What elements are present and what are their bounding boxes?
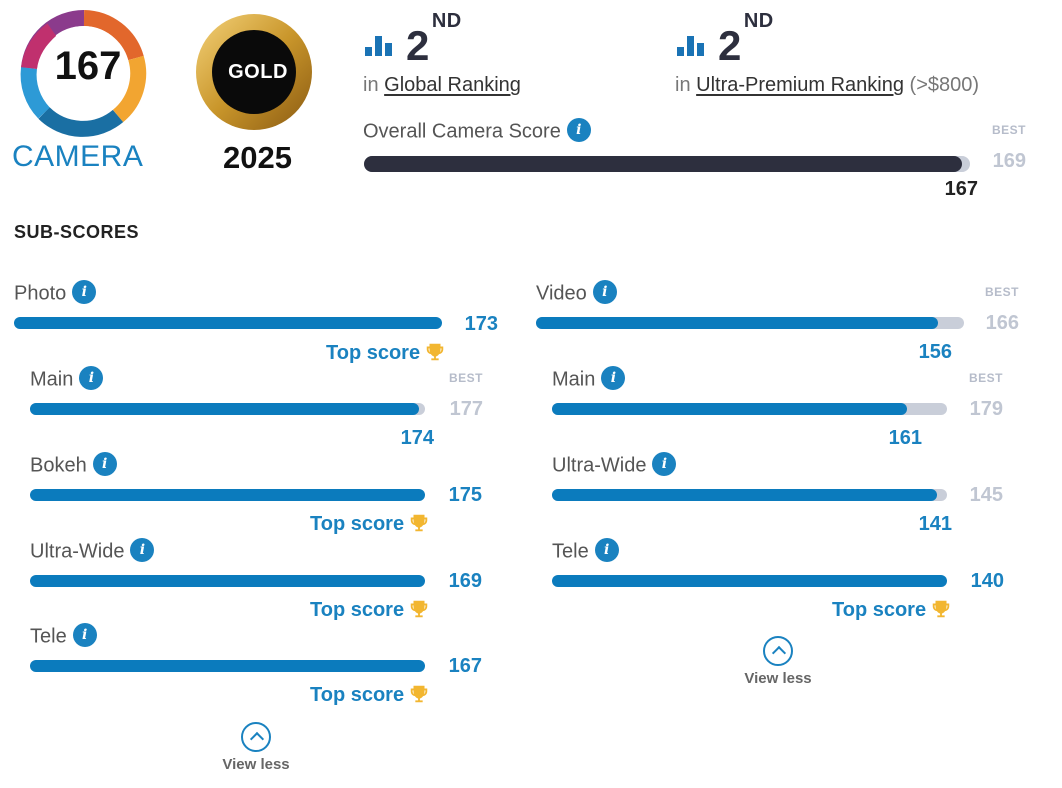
camera-category-label: CAMERA	[12, 140, 144, 173]
photo-label: Photo i	[14, 280, 97, 306]
info-icon[interactable]: i	[92, 452, 117, 476]
video-label: Video i	[536, 280, 617, 306]
photo-bokeh-label: Bokeh i	[30, 452, 117, 478]
trophy-icon	[410, 514, 428, 531]
overall-score-label: Overall Camera Score i	[363, 118, 591, 144]
photo-ultrawide-top-score: Top score	[310, 599, 430, 622]
premium-ranking-caption: in Ultra-Premium Ranking (>$800)	[675, 74, 980, 96]
chevron-up-icon	[763, 636, 793, 666]
photo-main-label: Main i	[30, 366, 104, 392]
info-icon[interactable]: i	[79, 366, 104, 390]
trophy-icon	[932, 600, 950, 617]
gold-award-badge	[196, 14, 312, 130]
video-view-less-button[interactable]: View less	[728, 636, 828, 687]
ranking-chart-icon	[365, 34, 395, 56]
info-icon[interactable]: i	[652, 452, 677, 476]
best-tag: BEST	[968, 371, 1003, 385]
video-main-label: Main i	[552, 366, 626, 392]
global-ranking-caption: in Global Ranking	[363, 74, 521, 96]
info-icon[interactable]: i	[594, 538, 619, 562]
overall-best-score: 169	[992, 150, 1026, 172]
video-tele-label: Tele i	[552, 538, 619, 564]
award-year: 2025	[223, 140, 292, 175]
video-main-score-bar	[552, 403, 947, 415]
camera-score-badge	[20, 9, 147, 137]
video-score-bar	[536, 317, 964, 329]
sub-scores-heading: SUB-SCORES	[14, 222, 140, 242]
photo-top-score: Top score	[326, 342, 446, 365]
trophy-icon	[426, 343, 444, 360]
chevron-up-icon	[241, 722, 271, 752]
photo-main-score-bar	[30, 403, 425, 415]
overall-score-bar	[364, 156, 970, 172]
info-icon[interactable]: i	[72, 280, 97, 304]
video-ultrawide-score-value: 141	[918, 513, 952, 535]
photo-ultrawide-score-bar	[30, 575, 425, 587]
premium-rank: 2ND	[718, 10, 774, 69]
photo-tele-label: Tele i	[30, 623, 97, 649]
global-rank: 2ND	[406, 10, 462, 69]
best-tag: BEST	[991, 123, 1026, 137]
video-tele-score-bar	[552, 575, 947, 587]
info-icon[interactable]: i	[72, 623, 97, 647]
photo-score-value: 173	[464, 313, 498, 335]
video-main-score-value: 161	[888, 427, 922, 449]
best-tag: BEST	[448, 371, 483, 385]
trophy-icon	[410, 685, 428, 702]
global-ranking-link[interactable]: Global Ranking	[384, 74, 521, 96]
camera-score: 167	[54, 44, 122, 88]
photo-tele-top-score: Top score	[310, 684, 430, 707]
video-ultrawide-best-score: 145	[969, 484, 1003, 506]
video-main-best-score: 179	[969, 398, 1003, 420]
photo-score-bar	[14, 317, 442, 329]
video-tele-score-value: 140	[970, 570, 1004, 592]
premium-ranking-link[interactable]: Ultra-Premium Ranking	[696, 74, 904, 96]
video-ultrawide-score-bar	[552, 489, 947, 501]
overall-score-value: 167	[944, 178, 978, 200]
photo-ultrawide-score-value: 169	[448, 570, 482, 592]
photo-tele-score-value: 167	[448, 655, 482, 677]
photo-main-score-value: 174	[400, 427, 434, 449]
info-icon[interactable]: i	[566, 118, 591, 142]
ranking-chart-icon	[677, 34, 707, 56]
video-score-value: 156	[918, 341, 952, 363]
gold-award-label: GOLD	[228, 61, 288, 83]
info-icon[interactable]: i	[130, 538, 155, 562]
video-best-score: 166	[985, 312, 1019, 334]
info-icon[interactable]: i	[601, 366, 626, 390]
photo-bokeh-score-bar	[30, 489, 425, 501]
photo-ultrawide-label: Ultra-Wide i	[30, 538, 155, 564]
photo-main-best-score: 177	[449, 398, 483, 420]
best-tag: BEST	[984, 285, 1019, 299]
video-tele-top-score: Top score	[832, 599, 952, 622]
photo-bokeh-score-value: 175	[448, 484, 482, 506]
trophy-icon	[410, 600, 428, 617]
photo-tele-score-bar	[30, 660, 425, 672]
video-ultrawide-label: Ultra-Wide i	[552, 452, 677, 478]
photo-view-less-button[interactable]: View less	[206, 722, 306, 773]
info-icon[interactable]: i	[592, 280, 617, 304]
photo-bokeh-top-score: Top score	[310, 513, 430, 536]
